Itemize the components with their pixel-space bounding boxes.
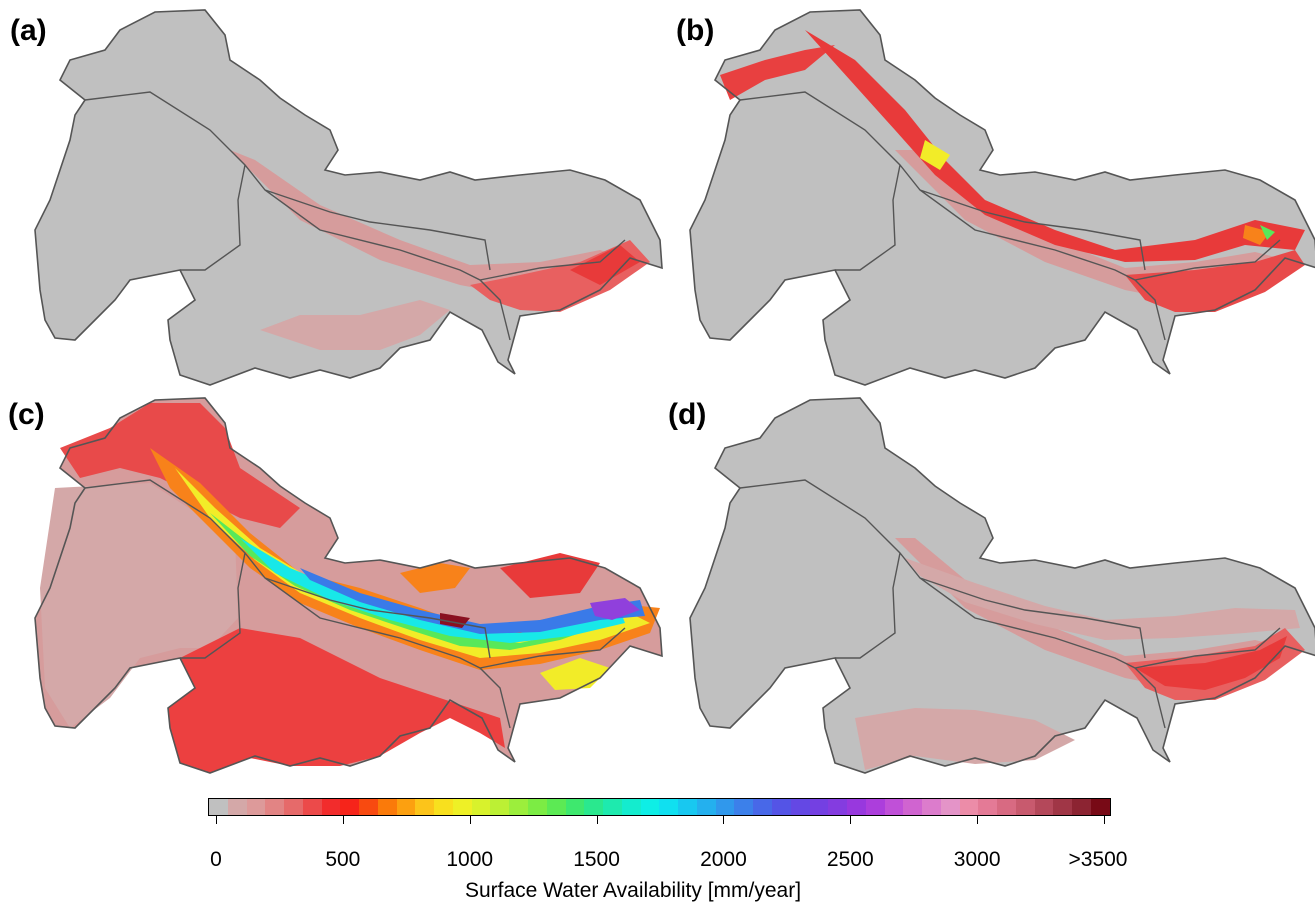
legend-tick-label: 500 (325, 848, 361, 871)
legend-tick (1104, 816, 1105, 824)
legend-swatch (1072, 799, 1091, 815)
purple-peak (590, 598, 640, 620)
legend-swatch (753, 799, 772, 815)
legend-swatch (284, 799, 303, 815)
legend-swatch (396, 799, 416, 815)
legend-tick-label: 2000 (700, 848, 747, 871)
legend-swatch (565, 799, 585, 815)
legend-swatch (265, 799, 285, 815)
legend-title: Surface Water Availability [mm/year] (464, 879, 802, 902)
legend-swatch (546, 799, 566, 815)
legend-swatch (490, 799, 510, 815)
legend-tick (850, 816, 852, 824)
legend-swatch (884, 799, 904, 815)
legend-tick (723, 816, 725, 824)
legend-swatch (809, 799, 829, 815)
legend-swatch (227, 799, 247, 815)
legend-swatch (903, 799, 923, 815)
legend-tick (596, 816, 598, 824)
panel-label-d: (d) (668, 398, 707, 431)
legend-swatch (847, 799, 866, 815)
legend-swatch (978, 799, 998, 815)
legend-swatch (1053, 799, 1073, 815)
legend-swatch (678, 799, 697, 815)
legend-swatch (959, 799, 979, 815)
legend-swatch (321, 799, 341, 815)
legend-swatch (771, 799, 791, 815)
legend-tick (342, 816, 344, 824)
legend-swatch (734, 799, 754, 815)
color-legend-bar (208, 798, 1111, 816)
legend-swatch (940, 799, 960, 815)
legend-swatch (340, 799, 360, 815)
legend-swatch (471, 799, 491, 815)
map-panel-d (689, 397, 1315, 774)
legend-tick (216, 816, 217, 824)
legend-tick-label: 1500 (573, 848, 620, 871)
legend-swatch (528, 799, 547, 815)
legend-swatch (359, 799, 378, 815)
legend-swatch (603, 799, 622, 815)
legend-swatch (246, 799, 266, 815)
panel-label-b: (b) (676, 14, 715, 47)
legend-swatch (1015, 799, 1035, 815)
high-availability-east (1135, 636, 1287, 690)
plains-high-availability (168, 628, 505, 773)
legend-swatch (640, 799, 660, 815)
legend-swatch (452, 799, 472, 815)
legend-swatch (584, 799, 604, 815)
legend-swatch (828, 799, 848, 815)
legend-swatch (696, 799, 716, 815)
panel-label-c: (c) (8, 398, 45, 431)
legend-tick (469, 816, 471, 824)
legend-tick (977, 816, 979, 824)
legend-swatch (509, 799, 529, 815)
northern-mountains (60, 403, 300, 528)
panel-label-a: (a) (10, 14, 47, 47)
legend-swatch (209, 799, 228, 815)
legend-swatch (415, 799, 435, 815)
legend-swatch (1034, 799, 1054, 815)
map-panel-c (34, 397, 663, 774)
legend-swatch (790, 799, 810, 815)
low-availability-band (230, 150, 630, 300)
blue-band (300, 568, 645, 634)
legend-tick-label: 1000 (446, 848, 494, 871)
legend-tick-label: 0 (210, 848, 222, 871)
legend-swatch (302, 799, 322, 815)
legend-tick-label: >3500 (1068, 848, 1128, 871)
legend-swatch (715, 799, 735, 815)
map-panel-a (34, 9, 663, 386)
legend-swatch (865, 799, 885, 815)
legend-swatch (922, 799, 941, 815)
legend-swatch (659, 799, 679, 815)
high-availability-west (720, 45, 835, 100)
legend-swatch (434, 799, 453, 815)
map-panel-b (689, 9, 1315, 386)
legend-swatch (1090, 799, 1110, 815)
legend-swatch (621, 799, 641, 815)
legend-swatch (377, 799, 397, 815)
legend-tick-label: 2500 (826, 848, 874, 871)
legend-swatch (997, 799, 1016, 815)
legend-tick-label: 3000 (953, 848, 1001, 871)
